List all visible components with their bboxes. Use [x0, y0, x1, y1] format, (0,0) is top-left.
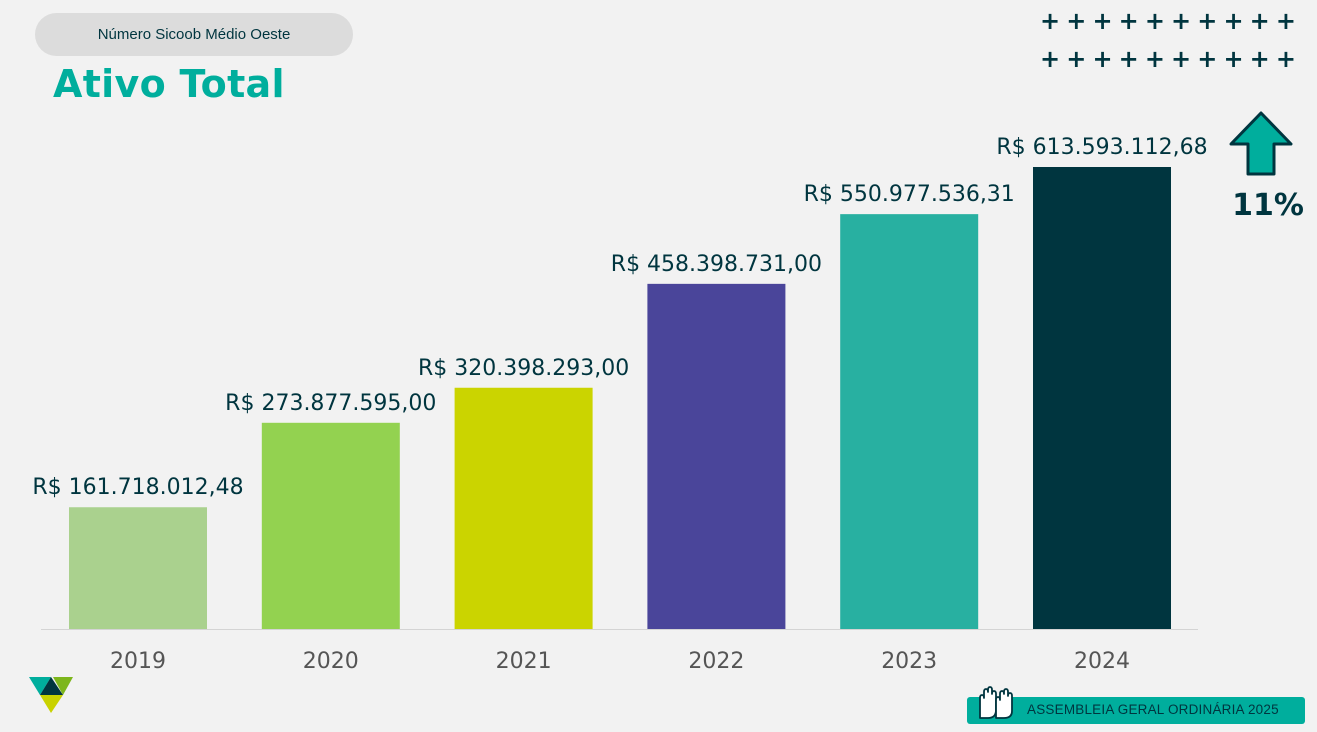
plus-icon: +	[1197, 7, 1218, 35]
x-tick-label-2024: 2024	[1074, 649, 1130, 674]
bar-2020	[261, 422, 400, 629]
value-label-2022: R$ 458.398.731,00	[611, 252, 822, 277]
x-tick-label-2020: 2020	[303, 649, 359, 674]
plus-icon: +	[1144, 7, 1165, 35]
bar-2021	[454, 387, 593, 629]
sicoob-logo	[29, 677, 73, 713]
bar-2024	[1033, 167, 1171, 629]
bar-2023	[840, 214, 979, 630]
plus-icon: +	[1249, 7, 1270, 35]
plus-icon: +	[1092, 45, 1113, 73]
footer-text: ASSEMBLEIA GERAL ORDINÁRIA 2025	[1027, 702, 1279, 717]
plus-icon: +	[1223, 7, 1244, 35]
plus-icon: +	[1092, 7, 1113, 35]
plus-icon: +	[1118, 45, 1139, 73]
growth-percentage: 11%	[1232, 188, 1304, 223]
up-arrow-icon	[1229, 111, 1293, 176]
bar-2022	[647, 283, 786, 629]
value-label-2020: R$ 273.877.595,00	[225, 391, 436, 416]
plus-icon: +	[1171, 7, 1192, 35]
section-badge-label: Número Sicoob Médio Oeste	[97, 26, 291, 43]
plus-icon: +	[1040, 45, 1061, 73]
plus-icon: +	[1066, 45, 1087, 73]
x-tick-label-2021: 2021	[496, 649, 552, 674]
value-label-2023: R$ 550.977.536,31	[804, 182, 1015, 207]
footer-banner: ASSEMBLEIA GERAL ORDINÁRIA 2025	[967, 697, 1305, 724]
value-label-2019: R$ 161.718.012,48	[32, 475, 243, 500]
plus-icon: +	[1040, 7, 1061, 35]
section-badge: Número Sicoob Médio Oeste	[35, 13, 353, 56]
page-title: Ativo Total	[53, 62, 285, 106]
plus-icon: +	[1197, 45, 1218, 73]
plus-icon: +	[1249, 45, 1270, 73]
x-tick-label-2022: 2022	[688, 649, 744, 674]
value-label-2021: R$ 320.398.293,00	[418, 356, 629, 381]
x-tick-label-2023: 2023	[881, 649, 937, 674]
plus-icon: +	[1275, 7, 1296, 35]
x-tick-label-2019: 2019	[110, 649, 166, 674]
plus-icon: +	[1223, 45, 1244, 73]
plus-icon: +	[1171, 45, 1192, 73]
plus-grid-icon: + + + + + + + + + + + + + + + + + + + +	[1037, 6, 1299, 74]
value-label-2024: R$ 613.593.112,68	[996, 135, 1207, 160]
plus-icon: +	[1144, 45, 1165, 73]
plus-icon: +	[1275, 45, 1296, 73]
bar-2019	[69, 507, 207, 629]
raised-hands-icon	[979, 686, 1013, 719]
plus-icon: +	[1066, 7, 1087, 35]
plus-icon: +	[1118, 7, 1139, 35]
